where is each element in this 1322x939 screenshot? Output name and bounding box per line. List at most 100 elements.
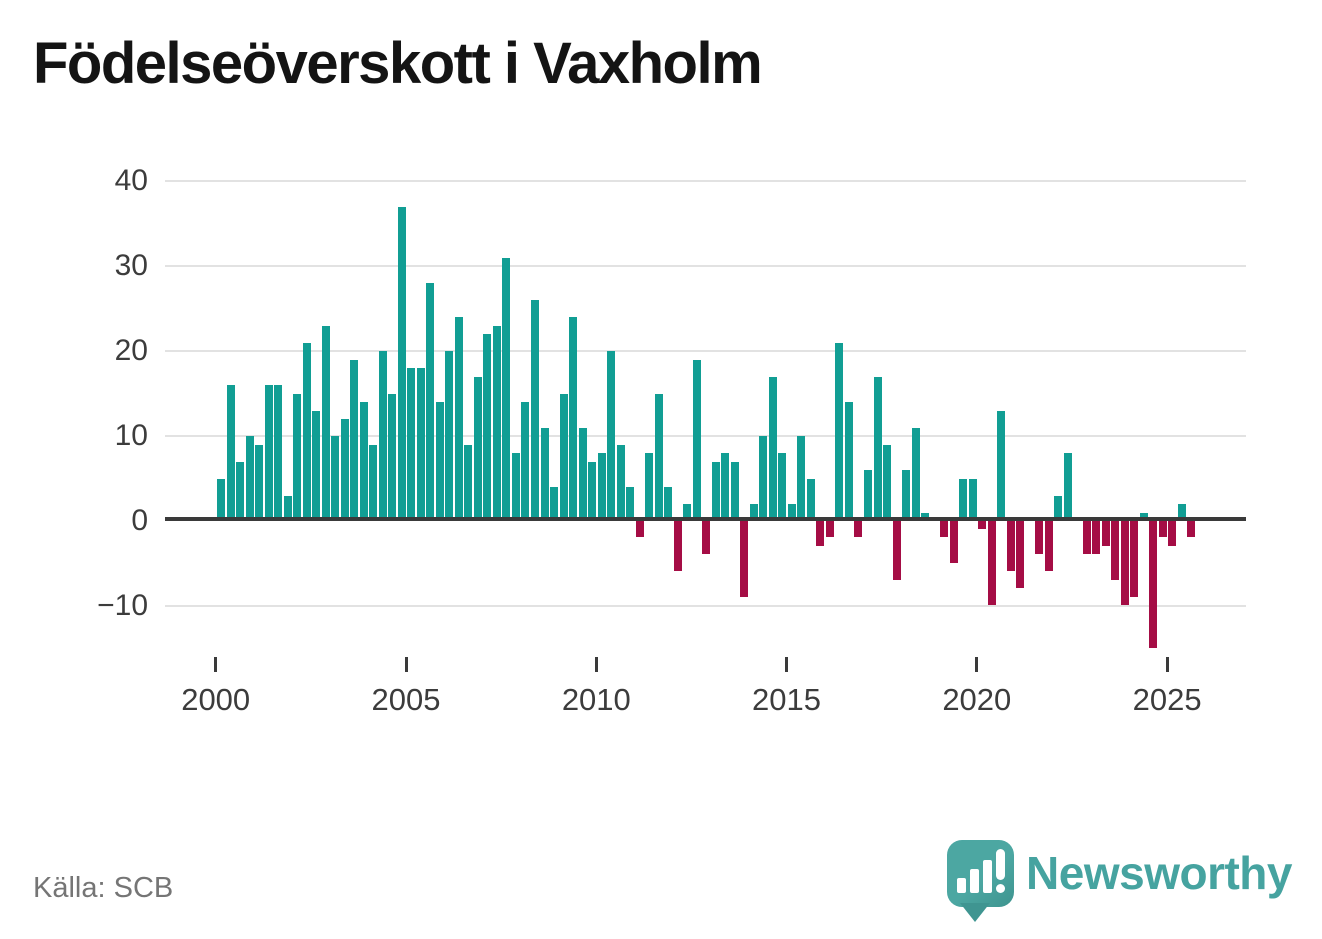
x-axis-tick-2005: [404, 657, 408, 672]
bar-2013Q1: [711, 461, 720, 521]
x-axis-label-2000: 2000: [181, 682, 251, 717]
bar-2011Q4: [664, 487, 673, 521]
bar-2006Q1: [445, 351, 454, 521]
bar-2007Q3: [502, 257, 511, 521]
bar-2023Q1: [1092, 520, 1101, 554]
bar-2021Q1: [1016, 520, 1025, 588]
x-axis-tick-2000: [214, 657, 218, 672]
source-note: Källa: SCB: [33, 872, 174, 904]
bar-2009Q2: [569, 317, 577, 521]
bar-2000Q4: [245, 436, 254, 521]
x-axis-label-2020: 2020: [942, 682, 1012, 717]
bar-2010Q1: [597, 453, 606, 521]
bar-2015Q4: [816, 520, 825, 546]
bar-2004Q3: [388, 393, 397, 521]
bar-2003Q1: [331, 436, 340, 521]
bar-2015Q3: [806, 478, 815, 521]
bar-2020Q3: [997, 410, 1006, 521]
exclamation-dot-icon: [996, 884, 1006, 893]
bar-2025Q3: [1187, 520, 1196, 537]
bar-2007Q1: [483, 334, 492, 521]
bar-2020Q4: [1006, 520, 1015, 571]
x-axis-label-2025: 2025: [1132, 682, 1202, 717]
bar-2011Q3: [654, 393, 663, 521]
bar-2019Q4: [968, 478, 977, 521]
bar-2014Q4: [778, 453, 787, 521]
bar-2016Q3: [844, 402, 853, 521]
bar-2007Q2: [492, 325, 501, 521]
bar-2012Q1: [673, 520, 682, 571]
y-axis-label-30: 30: [114, 249, 148, 282]
bar-2011Q2: [645, 453, 654, 521]
bar-2001Q2: [264, 385, 273, 521]
bar-2022Q4: [1082, 520, 1091, 554]
x-axis-tick-2015: [785, 657, 788, 672]
bar-2003Q4: [359, 402, 368, 521]
bar-2004Q4: [397, 206, 406, 521]
y-axis-label-10: 10: [114, 419, 148, 452]
bar-2012Q4: [702, 520, 711, 554]
bar-2017Q2: [873, 376, 882, 521]
newsworthy-chart-bubble-icon: [947, 840, 1015, 922]
bar-2009Q3: [578, 427, 587, 521]
bar-2018Q3: [921, 512, 929, 521]
bar-2010Q2: [607, 351, 616, 521]
bar-2008Q3: [540, 427, 549, 521]
gridline-30: [165, 264, 1246, 267]
mini-bar-icon: [957, 878, 967, 893]
bar-2016Q2: [835, 342, 844, 521]
bar-2004Q1: [369, 444, 378, 521]
x-axis-label-2015: 2015: [752, 682, 821, 717]
bar-2025Q1: [1168, 520, 1177, 546]
x-axis-tick-2025: [1165, 657, 1169, 672]
bar-2014Q3: [768, 376, 777, 521]
bar-2022Q1: [1054, 495, 1063, 521]
brand-wordmark: Newsworthy: [1026, 847, 1292, 899]
bar-2020Q1: [978, 520, 987, 529]
bar-2000Q2: [226, 385, 235, 521]
newsworthy-logo[interactable]: Newsworthy: [947, 840, 1292, 930]
bar-2001Q4: [283, 495, 292, 521]
bar-2001Q1: [255, 444, 264, 521]
bar-2003Q3: [350, 359, 359, 521]
bar-2019Q2: [949, 520, 958, 563]
bar-2024Q3: [1149, 520, 1158, 648]
bar-2022Q2: [1063, 453, 1072, 521]
bar-2013Q4: [740, 520, 749, 597]
bar-2023Q3: [1111, 520, 1120, 580]
bar-2013Q3: [730, 461, 739, 521]
bar-2000Q1: [217, 478, 225, 521]
x-axis-zero-line: [165, 517, 1246, 521]
bar-2004Q2: [378, 351, 387, 521]
bar-2003Q2: [340, 419, 349, 521]
bar-2002Q1: [293, 393, 302, 521]
bar-2008Q4: [550, 487, 558, 521]
y-axis-label-0: 0: [131, 504, 148, 537]
bar-2005Q4: [435, 402, 444, 521]
gridline-40: [165, 179, 1246, 182]
bar-2008Q2: [531, 300, 539, 521]
y-axis-label--10: −10: [97, 589, 148, 622]
bar-2015Q2: [797, 436, 806, 521]
bar-2016Q4: [854, 520, 863, 537]
bar-2007Q4: [511, 453, 520, 521]
bar-2009Q1: [559, 393, 568, 521]
bar-2019Q3: [959, 478, 968, 521]
x-axis-tick-2010: [594, 657, 598, 672]
bar-2020Q2: [987, 520, 996, 605]
bar-2014Q1: [749, 504, 758, 521]
bar-2017Q1: [864, 470, 872, 521]
bar-2012Q3: [692, 359, 701, 521]
y-axis-label-20: 20: [114, 334, 148, 367]
bar-2005Q1: [407, 368, 416, 521]
page-title: Födelseöverskott i Vaxholm: [33, 31, 763, 96]
bar-2024Q2: [1139, 512, 1148, 521]
bar-2005Q2: [416, 368, 425, 521]
bar-2024Q4: [1158, 520, 1167, 537]
bar-2000Q3: [236, 461, 244, 521]
bar-2010Q4: [626, 487, 635, 521]
bar-2002Q4: [321, 325, 330, 521]
bar-2023Q4: [1120, 520, 1129, 605]
bar-2002Q3: [312, 410, 321, 521]
